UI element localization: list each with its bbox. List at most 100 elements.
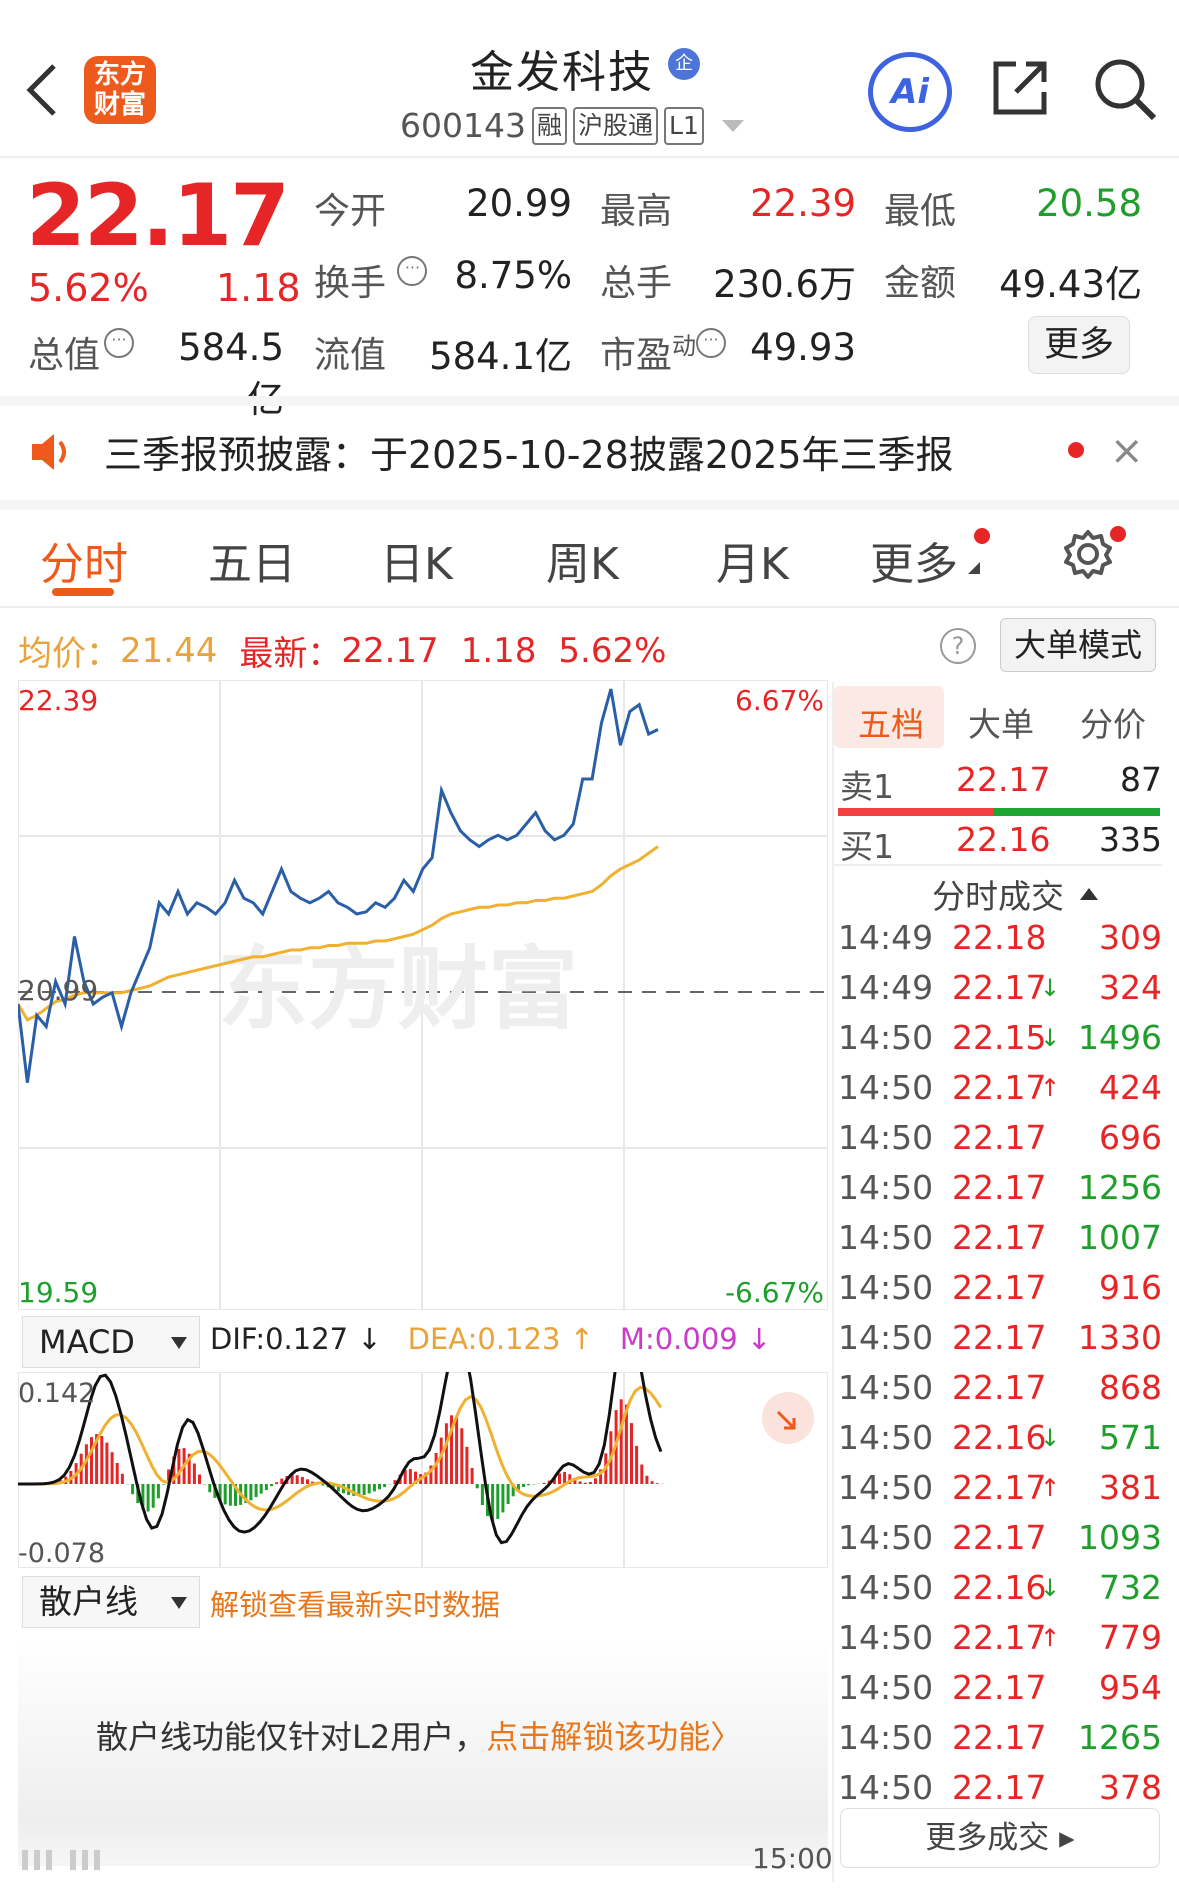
trade-volume: 868 <box>1099 1368 1162 1407</box>
stock-name: 金发科技 <box>470 47 654 98</box>
buy1-vol: 335 <box>1099 820 1162 859</box>
y-mid-label: 20.99 <box>18 974 98 1007</box>
trade-volume: 381 <box>1099 1468 1162 1507</box>
trade-price: 22.17 <box>952 1168 1047 1207</box>
tab-five-day[interactable]: 五日 <box>208 539 296 590</box>
macd-bar <box>192 1463 196 1484</box>
trade-row: 14:50 22.17 1330 <box>836 1318 1162 1368</box>
divider <box>0 156 1179 158</box>
amount-value: 49.43亿 <box>999 263 1142 306</box>
macd-bar <box>552 1477 556 1484</box>
ai-button[interactable]: Ai <box>868 52 952 132</box>
info-dots-icon[interactable]: ··· <box>397 256 428 286</box>
trade-price: 22.16 <box>952 1568 1047 1607</box>
macd-bar <box>367 1484 371 1494</box>
trade-time: 14:50 <box>838 1218 934 1257</box>
macd-selector-label: MACD <box>39 1323 135 1361</box>
triangle-icon <box>968 562 980 574</box>
tab-monthly-k[interactable]: 月K <box>716 539 789 590</box>
more-tab-dot <box>974 528 990 544</box>
mktcap-label: 总值 ··· <box>28 326 135 378</box>
notice-text[interactable]: 三季报预披露：于2025-10-28披露2025年三季报 <box>104 433 954 477</box>
settings-gear-icon[interactable] <box>1062 528 1114 580</box>
notice-unread-dot <box>1068 442 1084 458</box>
trade-volume: 424 <box>1099 1068 1162 1107</box>
panel-divider <box>832 682 834 1882</box>
turnover-label: 换手 ··· <box>314 254 428 306</box>
tab-price-dist[interactable]: 分价 <box>1080 705 1146 744</box>
macd-dif: DIF:0.127 ↓ <box>210 1322 382 1356</box>
macd-bar <box>640 1464 644 1484</box>
share-icon[interactable] <box>990 58 1050 118</box>
search-icon[interactable] <box>1092 56 1158 122</box>
tag-margin: 融 <box>531 106 567 145</box>
macd-bar <box>558 1473 561 1484</box>
trade-direction-icon: ↓ <box>1040 1574 1061 1602</box>
info-dots-icon[interactable]: ··· <box>104 328 135 358</box>
macd-bar <box>568 1474 572 1484</box>
macd-bar <box>275 1482 279 1484</box>
macd-bar <box>244 1484 248 1503</box>
help-icon[interactable]: ? <box>940 628 976 664</box>
retail-message: 散户线功能仅针对L2用户， 点击解锁该功能〉 <box>96 1712 742 1758</box>
trade-row: 14:50 22.17 1093 <box>836 1518 1162 1568</box>
tab-big-orders[interactable]: 大单 <box>968 705 1034 744</box>
trade-time: 14:49 <box>838 918 934 957</box>
macd-selector[interactable]: MACD <box>22 1316 200 1368</box>
logo-text-2: 财富 <box>93 90 146 120</box>
trades-header[interactable]: 分时成交 <box>932 870 1098 918</box>
trade-time: 14:50 <box>838 1118 934 1157</box>
pe-value: 49.93 <box>750 326 856 369</box>
tab-daily-k[interactable]: 日K <box>380 539 453 590</box>
avg-price-value: 21.44 <box>120 630 218 671</box>
more-quote-button[interactable]: 更多 <box>1028 316 1130 374</box>
retail-line-selector[interactable]: 散户线 <box>22 1576 200 1628</box>
back-icon[interactable] <box>22 60 62 120</box>
unlock-realtime-link[interactable]: 解锁查看最新实时数据 <box>210 1588 501 1622</box>
macd-bar <box>583 1482 587 1484</box>
macd-chart[interactable]: 0.142 -0.078 <box>18 1372 828 1568</box>
mktcap-value: 584.5亿 <box>178 326 284 421</box>
macd-bar <box>208 1484 212 1493</box>
unlock-feature-link[interactable]: 点击解锁该功能〉 <box>486 1718 743 1756</box>
macd-bar <box>542 1482 546 1484</box>
info-dots-icon[interactable]: ··· <box>696 328 727 358</box>
trade-volume: 378 <box>1099 1768 1162 1807</box>
tab-underline <box>52 588 114 596</box>
trade-row: 14:50 22.17 378 <box>836 1768 1162 1818</box>
latest-value: 22.17 <box>341 630 439 671</box>
trade-volume: 1330 <box>1078 1318 1162 1357</box>
app-logo[interactable]: 东方 财富 <box>84 56 156 124</box>
trade-direction-icon: ↑ <box>1040 1474 1061 1502</box>
tab-intraday[interactable]: 分时 <box>40 539 128 590</box>
tab-order-book[interactable]: 五档 <box>858 705 924 744</box>
trade-price: 22.17 <box>952 1218 1047 1257</box>
float-value: 584.1亿 <box>429 335 572 378</box>
close-icon[interactable]: × <box>1110 428 1144 474</box>
tab-more[interactable]: 更多 <box>870 539 958 590</box>
stock-code-row[interactable]: 600143 融 沪股通 L1 <box>400 106 748 145</box>
trade-volume: 1007 <box>1078 1218 1162 1257</box>
trade-volume: 1093 <box>1078 1518 1162 1557</box>
macd-bar <box>280 1478 284 1484</box>
macd-y-bottom: -0.078 <box>18 1538 105 1568</box>
intraday-chart[interactable]: 东方财富 22.39 20.99 19.59 6.67% -6.67% <box>18 680 828 1310</box>
order-ratio-buy <box>838 808 993 816</box>
more-trades-button[interactable]: 更多成交 ▸ <box>840 1808 1160 1868</box>
trade-row: 14:50 22.17 1256 <box>836 1168 1162 1218</box>
buy1-label: 买1 <box>840 827 894 866</box>
turnover-value: 8.75% <box>454 254 572 297</box>
macd-bar <box>465 1446 469 1484</box>
big-order-mode-button[interactable]: 大单模式 <box>1000 618 1156 672</box>
macd-bar <box>424 1472 428 1484</box>
macd-values: DIF:0.127 ↓ DEA:0.123 ↑ M:0.009 ↓ <box>210 1322 771 1356</box>
latest-percent: 5.62% <box>558 630 667 671</box>
pct-top-label: 6.67% <box>735 684 824 717</box>
pe-label: 市盈动 ··· <box>600 326 727 378</box>
trade-row: 14:50 22.17 916 <box>836 1268 1162 1318</box>
tab-weekly-k[interactable]: 周K <box>546 539 619 590</box>
trade-price: 22.17 <box>952 1318 1047 1357</box>
trade-row: 14:50 22.17 ↑ 381 <box>836 1468 1162 1518</box>
chart-info-row: 均价： 21.44 最新： 22.17 1.18 5.62% <box>18 626 666 675</box>
macd-bar <box>444 1423 448 1484</box>
